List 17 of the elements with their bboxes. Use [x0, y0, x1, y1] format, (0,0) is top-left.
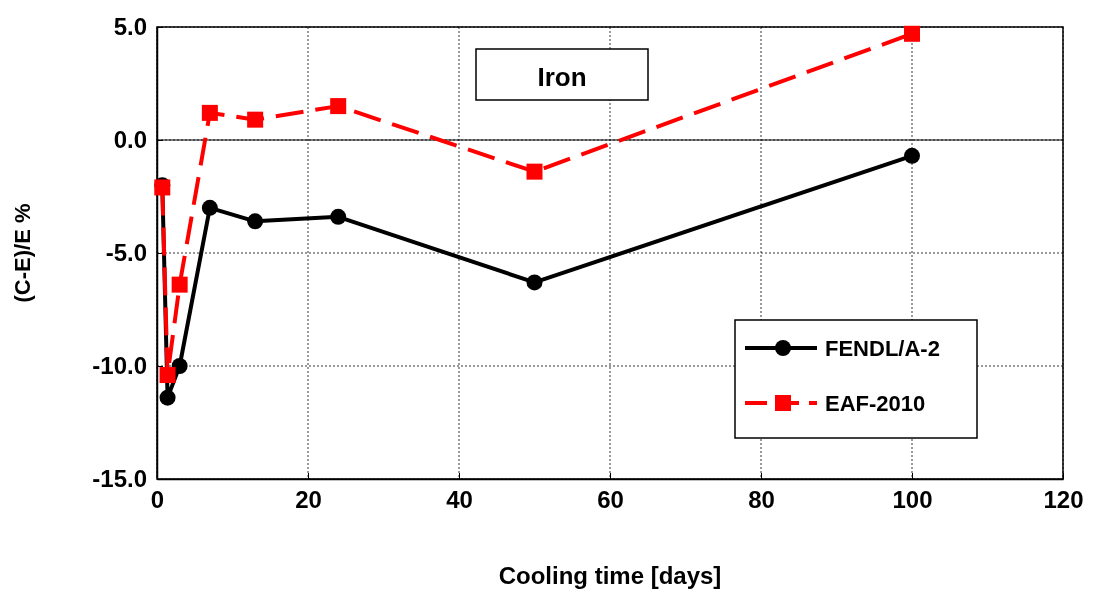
x-axis-title: Cooling time [days]	[498, 562, 722, 589]
x-tick-label: 100	[892, 486, 933, 514]
y-tick-label: 5.0	[113, 13, 147, 41]
text: Iron	[537, 62, 587, 92]
legend-label: FENDL/A-2	[825, 336, 940, 361]
x-tick-label: 120	[1043, 486, 1084, 514]
x-tick-label: 60	[597, 486, 624, 514]
legend-label: EAF-2010	[825, 391, 926, 416]
y-tick-label: 0.0	[113, 126, 147, 154]
y-axis-title: (C-E)/E %	[10, 203, 35, 303]
y-tick-label: -10.0	[92, 352, 147, 380]
x-tick-label: 0	[150, 486, 165, 514]
y-tick-label: -15.0	[92, 465, 147, 493]
x-tick-label: 80	[748, 486, 775, 514]
y-tick-label: -5.0	[105, 239, 147, 267]
x-tick-label: 40	[446, 486, 473, 514]
x-tick-label: 20	[295, 486, 322, 514]
